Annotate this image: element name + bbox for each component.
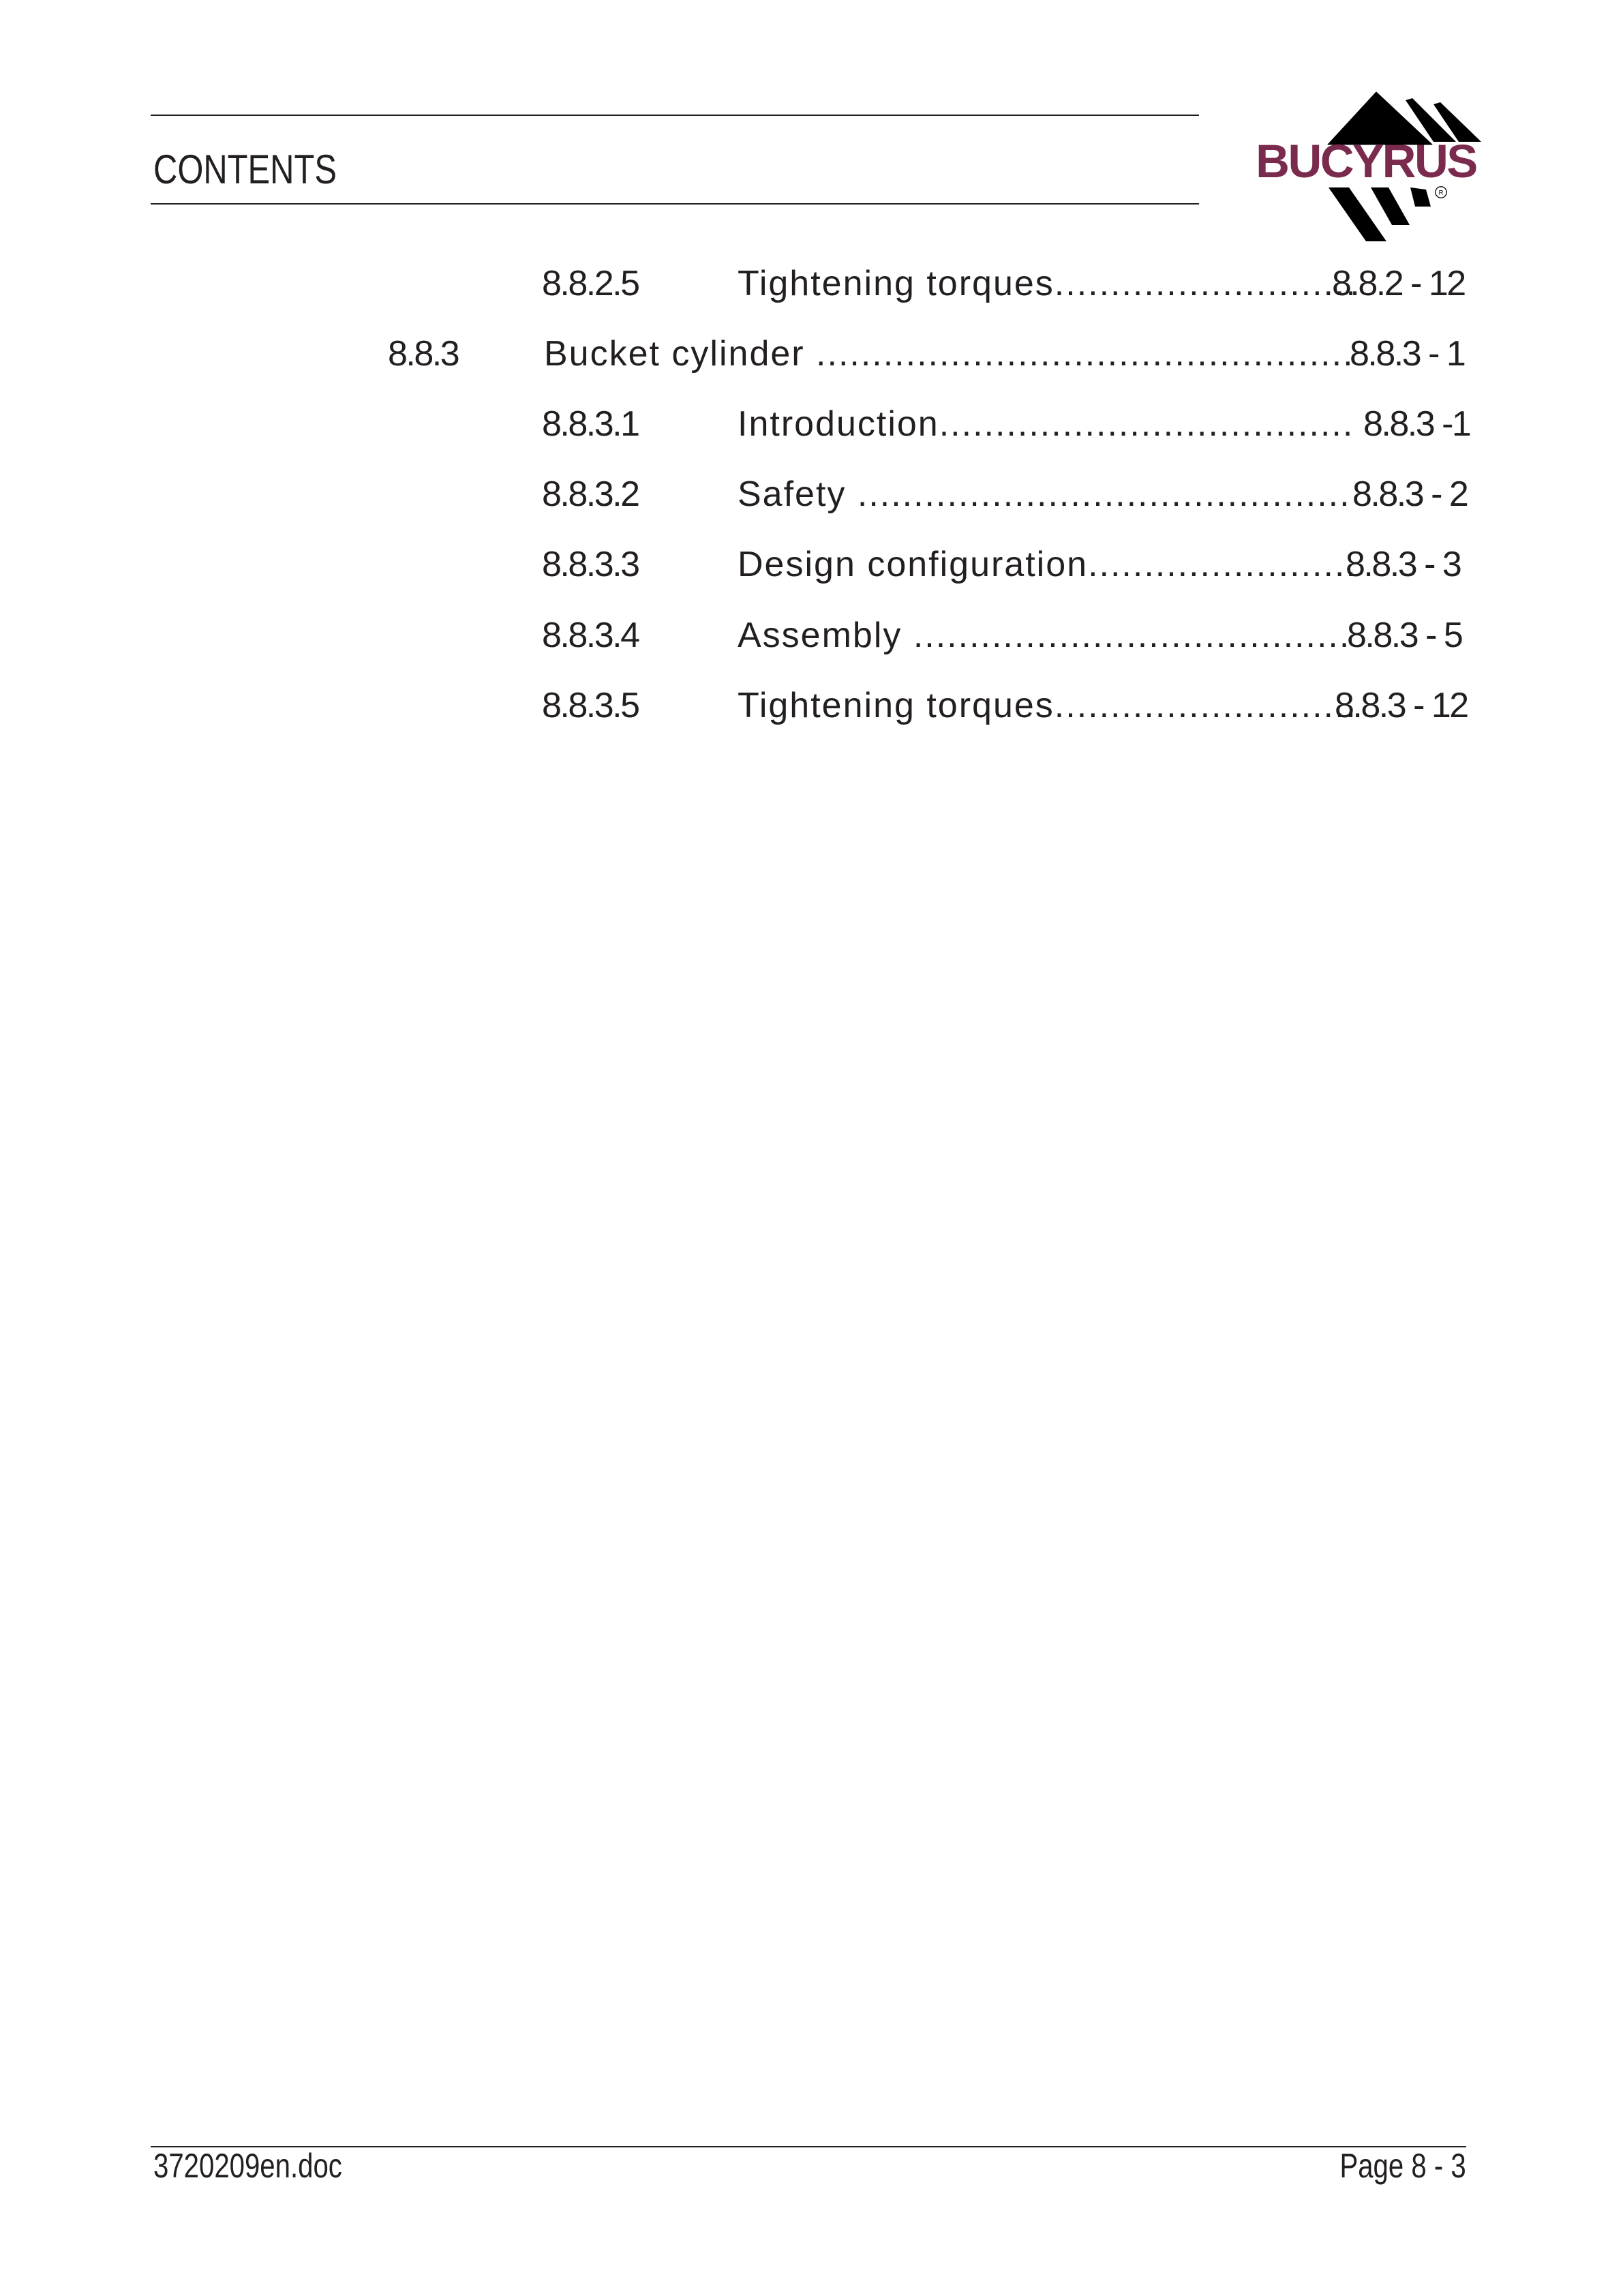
svg-text:BUCYRUS: BUCYRUS: [1256, 135, 1476, 187]
svg-text:R: R: [1439, 190, 1444, 197]
